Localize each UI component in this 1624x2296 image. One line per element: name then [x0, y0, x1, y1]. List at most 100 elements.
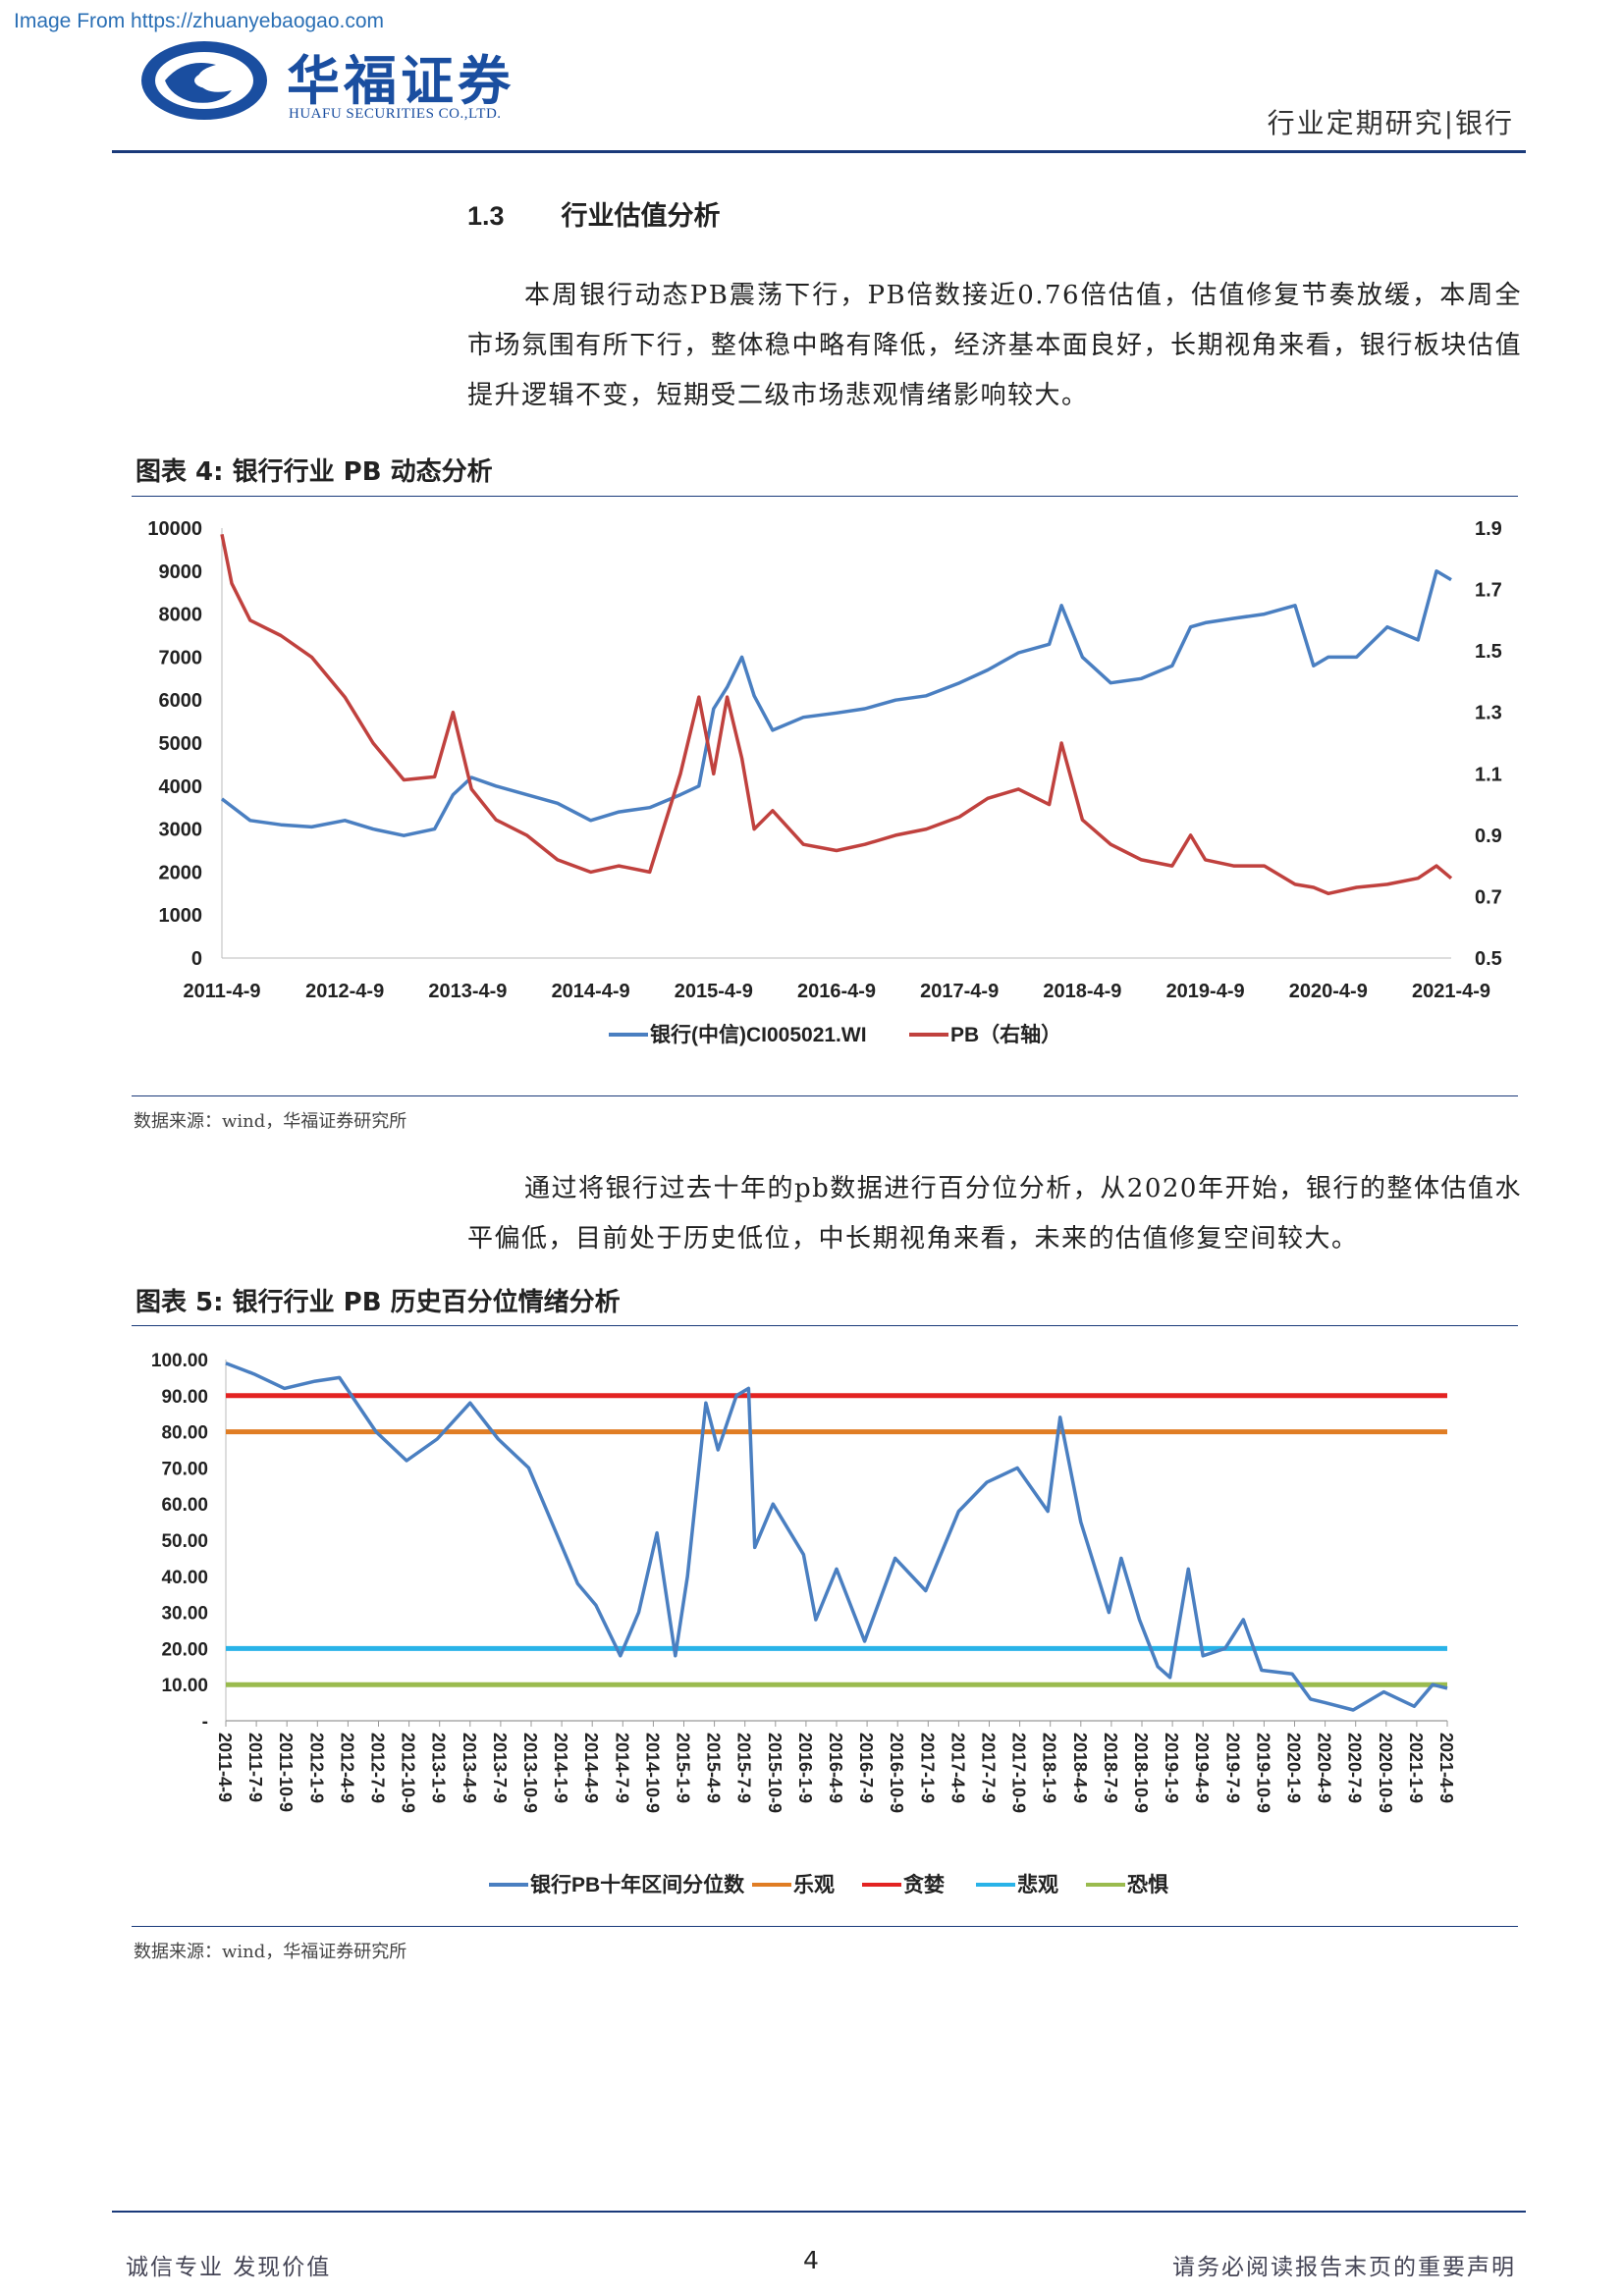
- chart1-x-tick-label: 2012-4-9: [305, 981, 384, 1002]
- chart2-y-tick-label: 80.00: [161, 1423, 208, 1444]
- chart2-x-tick-label: 2016-10-9: [887, 1733, 906, 1813]
- figure4-caption: 图表 4: 银行行业 PB 动态分析: [135, 457, 493, 487]
- chart2-x-tick-label: 2012-4-9: [337, 1733, 356, 1803]
- chart2-x-tick-label: 2016-1-9: [795, 1733, 815, 1803]
- chart1-right-tick-label: 1.5: [1475, 641, 1502, 663]
- chart1-right-axis-labels: 1.9 1.7 1.5 1.3 1.1 0.9 0.7 0.5: [1475, 518, 1502, 970]
- chart2-x-tick-label: 2013-7-9: [490, 1733, 510, 1803]
- logo-emblem-icon: [141, 41, 267, 120]
- chart2-x-tick-label: 2011-10-9: [276, 1733, 296, 1812]
- chart2-x-tick-label: 2020-10-9: [1376, 1733, 1395, 1813]
- chart1-x-axis-labels: 2011-4-9 2012-4-9 2013-4-9 2014-4-9 2015-4-9…: [184, 981, 1491, 1002]
- chart2-x-tick-label: 2014-1-9: [551, 1733, 570, 1803]
- chart1-right-tick-label: 1.1: [1475, 764, 1502, 785]
- chart1-right-tick-label: 1.9: [1475, 518, 1502, 540]
- chart2-y-tick-label: 20.00: [161, 1639, 208, 1660]
- chart1-x-tick-label: 2016-4-9: [797, 981, 876, 1002]
- logo-chinese-name: 华福证券: [287, 49, 514, 112]
- chart1-left-tick-label: 2000: [159, 862, 203, 883]
- chart2-x-tick-label: 2015-4-9: [704, 1733, 724, 1803]
- figure4-pb-chart: 1000090008000700060005000400030002000100…: [147, 518, 1502, 1046]
- chart2-x-tick-label: 2012-1-9: [306, 1733, 326, 1803]
- chart2-x-tick-label: 2018-4-9: [1070, 1733, 1090, 1803]
- chart1-left-tick-label: 4000: [159, 776, 203, 798]
- chart2-x-tick-label: 2013-4-9: [460, 1733, 479, 1803]
- chart1-x-tick-label: 2014-4-9: [552, 981, 630, 1002]
- chart2-x-tick-label: 2019-7-9: [1222, 1733, 1242, 1803]
- chart2-x-tick-label: 2013-10-9: [520, 1733, 540, 1813]
- chart2-axes: [225, 1360, 1447, 1722]
- chart1-series-line: [220, 569, 1452, 837]
- chart2-x-tick-label: 2018-7-9: [1101, 1733, 1120, 1803]
- chart2-series-lines: [225, 1362, 1448, 1712]
- chart2-x-tick-label: 2015-10-9: [765, 1733, 785, 1813]
- chart2-x-tick-label: 2011-7-9: [245, 1733, 265, 1802]
- chart2-legend-label: 恐惧: [1127, 1874, 1168, 1896]
- chart1-legend-label: PB（右轴）: [950, 1023, 1061, 1046]
- section-number: 1.3: [467, 201, 505, 231]
- chart2-x-tick-label: 2014-4-9: [581, 1733, 601, 1803]
- figure5-caption: 图表 5: 银行行业 PB 历史百分位情绪分析: [135, 1288, 621, 1317]
- chart2-y-tick-label: 100.00: [151, 1351, 208, 1371]
- chart1-x-tick-label: 2019-4-9: [1166, 981, 1245, 1002]
- figure4-top-rule: [132, 496, 1518, 497]
- chart2-x-tick-label: 2012-7-9: [368, 1733, 388, 1803]
- chart2-x-tick-label: 2016-7-9: [856, 1733, 876, 1803]
- chart2-x-tick-label: 2017-7-9: [979, 1733, 999, 1803]
- chart2-x-tick-label: 2014-7-9: [612, 1733, 631, 1803]
- chart2-x-tick-label: 2021-1-9: [1406, 1733, 1426, 1803]
- chart2-x-tick-label: 2021-4-9: [1436, 1733, 1456, 1803]
- chart1-right-tick-label: 1.3: [1475, 703, 1502, 724]
- chart2-series-line: [225, 1362, 1448, 1712]
- chart1-gridlines: [221, 528, 1451, 959]
- paragraph-valuation: 本周银行动态PB震荡下行，PB倍数接近0.76倍估值，估值修复节奏放缓，本周全市…: [467, 281, 1522, 410]
- chart2-x-tick-label: 2019-4-9: [1192, 1733, 1212, 1803]
- chart2-legend-label: 乐观: [793, 1874, 835, 1896]
- chart2-y-tick-label: 40.00: [161, 1568, 208, 1588]
- figure5-percentile-chart: 100.00 90.00 80.00 70.00 60.00 50.00 40.00 30.0…: [151, 1351, 1456, 1896]
- chart2-x-axis-labels: 2011-4-9 2011-7-9 2011-10-9 2012-1-9 2012-4-…: [215, 1721, 1456, 1813]
- chart2-x-tick-label: 2018-10-9: [1131, 1733, 1151, 1813]
- chart1-right-tick-label: 0.5: [1475, 948, 1502, 970]
- chart2-y-tick-label: 70.00: [161, 1459, 208, 1479]
- chart2-x-tick-label: 2015-7-9: [734, 1733, 754, 1803]
- footer-disclaimer: 请务必阅读报告末页的重要声明: [1172, 2255, 1516, 2280]
- chart1-x-tick-label: 2020-4-9: [1289, 981, 1368, 1002]
- chart2-x-tick-label: 2019-10-9: [1253, 1733, 1272, 1813]
- chart1-x-tick-label: 2013-4-9: [428, 981, 507, 1002]
- chart2-x-tick-label: 2013-1-9: [429, 1733, 449, 1803]
- section-heading: 1.3 行业估值分析: [467, 194, 721, 233]
- chart1-left-tick-label: 5000: [159, 733, 203, 755]
- chart1-x-tick-label: 2018-4-9: [1043, 981, 1121, 1002]
- footer-divider: [112, 2211, 1526, 2213]
- watermark-text: Image From https://zhuanyebaogao.com: [14, 10, 385, 32]
- chart1-left-tick-label: 6000: [159, 690, 203, 712]
- chart2-y-axis-labels: 100.00 90.00 80.00 70.00 60.00 50.00 40.00 30.0…: [151, 1351, 208, 1733]
- chart2-y-tick-label: 30.00: [161, 1604, 208, 1625]
- chart2-x-tick-label: 2011-4-9: [215, 1733, 235, 1802]
- chart1-right-tick-label: 0.7: [1475, 886, 1502, 908]
- header-divider: [112, 150, 1526, 153]
- section-title: 行业估值分析: [561, 201, 721, 232]
- page-number: 4: [803, 2246, 819, 2274]
- chart2-x-tick-label: 2020-4-9: [1315, 1733, 1334, 1803]
- figure4-bottom-rule: [132, 1095, 1518, 1096]
- chart2-y-tick-label: 50.00: [161, 1531, 208, 1552]
- chart2-legend-label: 悲观: [1017, 1873, 1058, 1896]
- chart2-x-tick-label: 2016-4-9: [826, 1733, 845, 1803]
- chart1-right-tick-label: 0.9: [1475, 826, 1502, 847]
- chart1-left-tick-label: 1000: [159, 905, 203, 927]
- chart1-right-tick-label: 1.7: [1475, 580, 1502, 602]
- chart1-series-lines: [220, 533, 1453, 896]
- chart2-y-tick-label: 90.00: [161, 1387, 208, 1408]
- chart2-legend-label: 贪婪: [903, 1873, 945, 1896]
- chart2-legend: 银行PB十年区间分位数 乐观 贪婪 悲观 恐惧: [489, 1873, 1168, 1896]
- footer-slogan: 诚信专业 发现价值: [126, 2255, 332, 2280]
- chart1-x-tick-label: 2011-4-9: [184, 981, 261, 1002]
- chart1-left-tick-label: 9000: [159, 561, 203, 583]
- chart2-x-tick-label: 2020-7-9: [1345, 1733, 1365, 1803]
- chart1-left-tick-label: 0: [191, 948, 202, 970]
- chart2-legend-label: 银行PB十年区间分位数: [530, 1873, 745, 1896]
- company-logo: 华福证券 HUAFU SECURITIES CO.,LTD.: [137, 35, 550, 130]
- chart2-x-tick-label: 2017-10-9: [1009, 1733, 1029, 1813]
